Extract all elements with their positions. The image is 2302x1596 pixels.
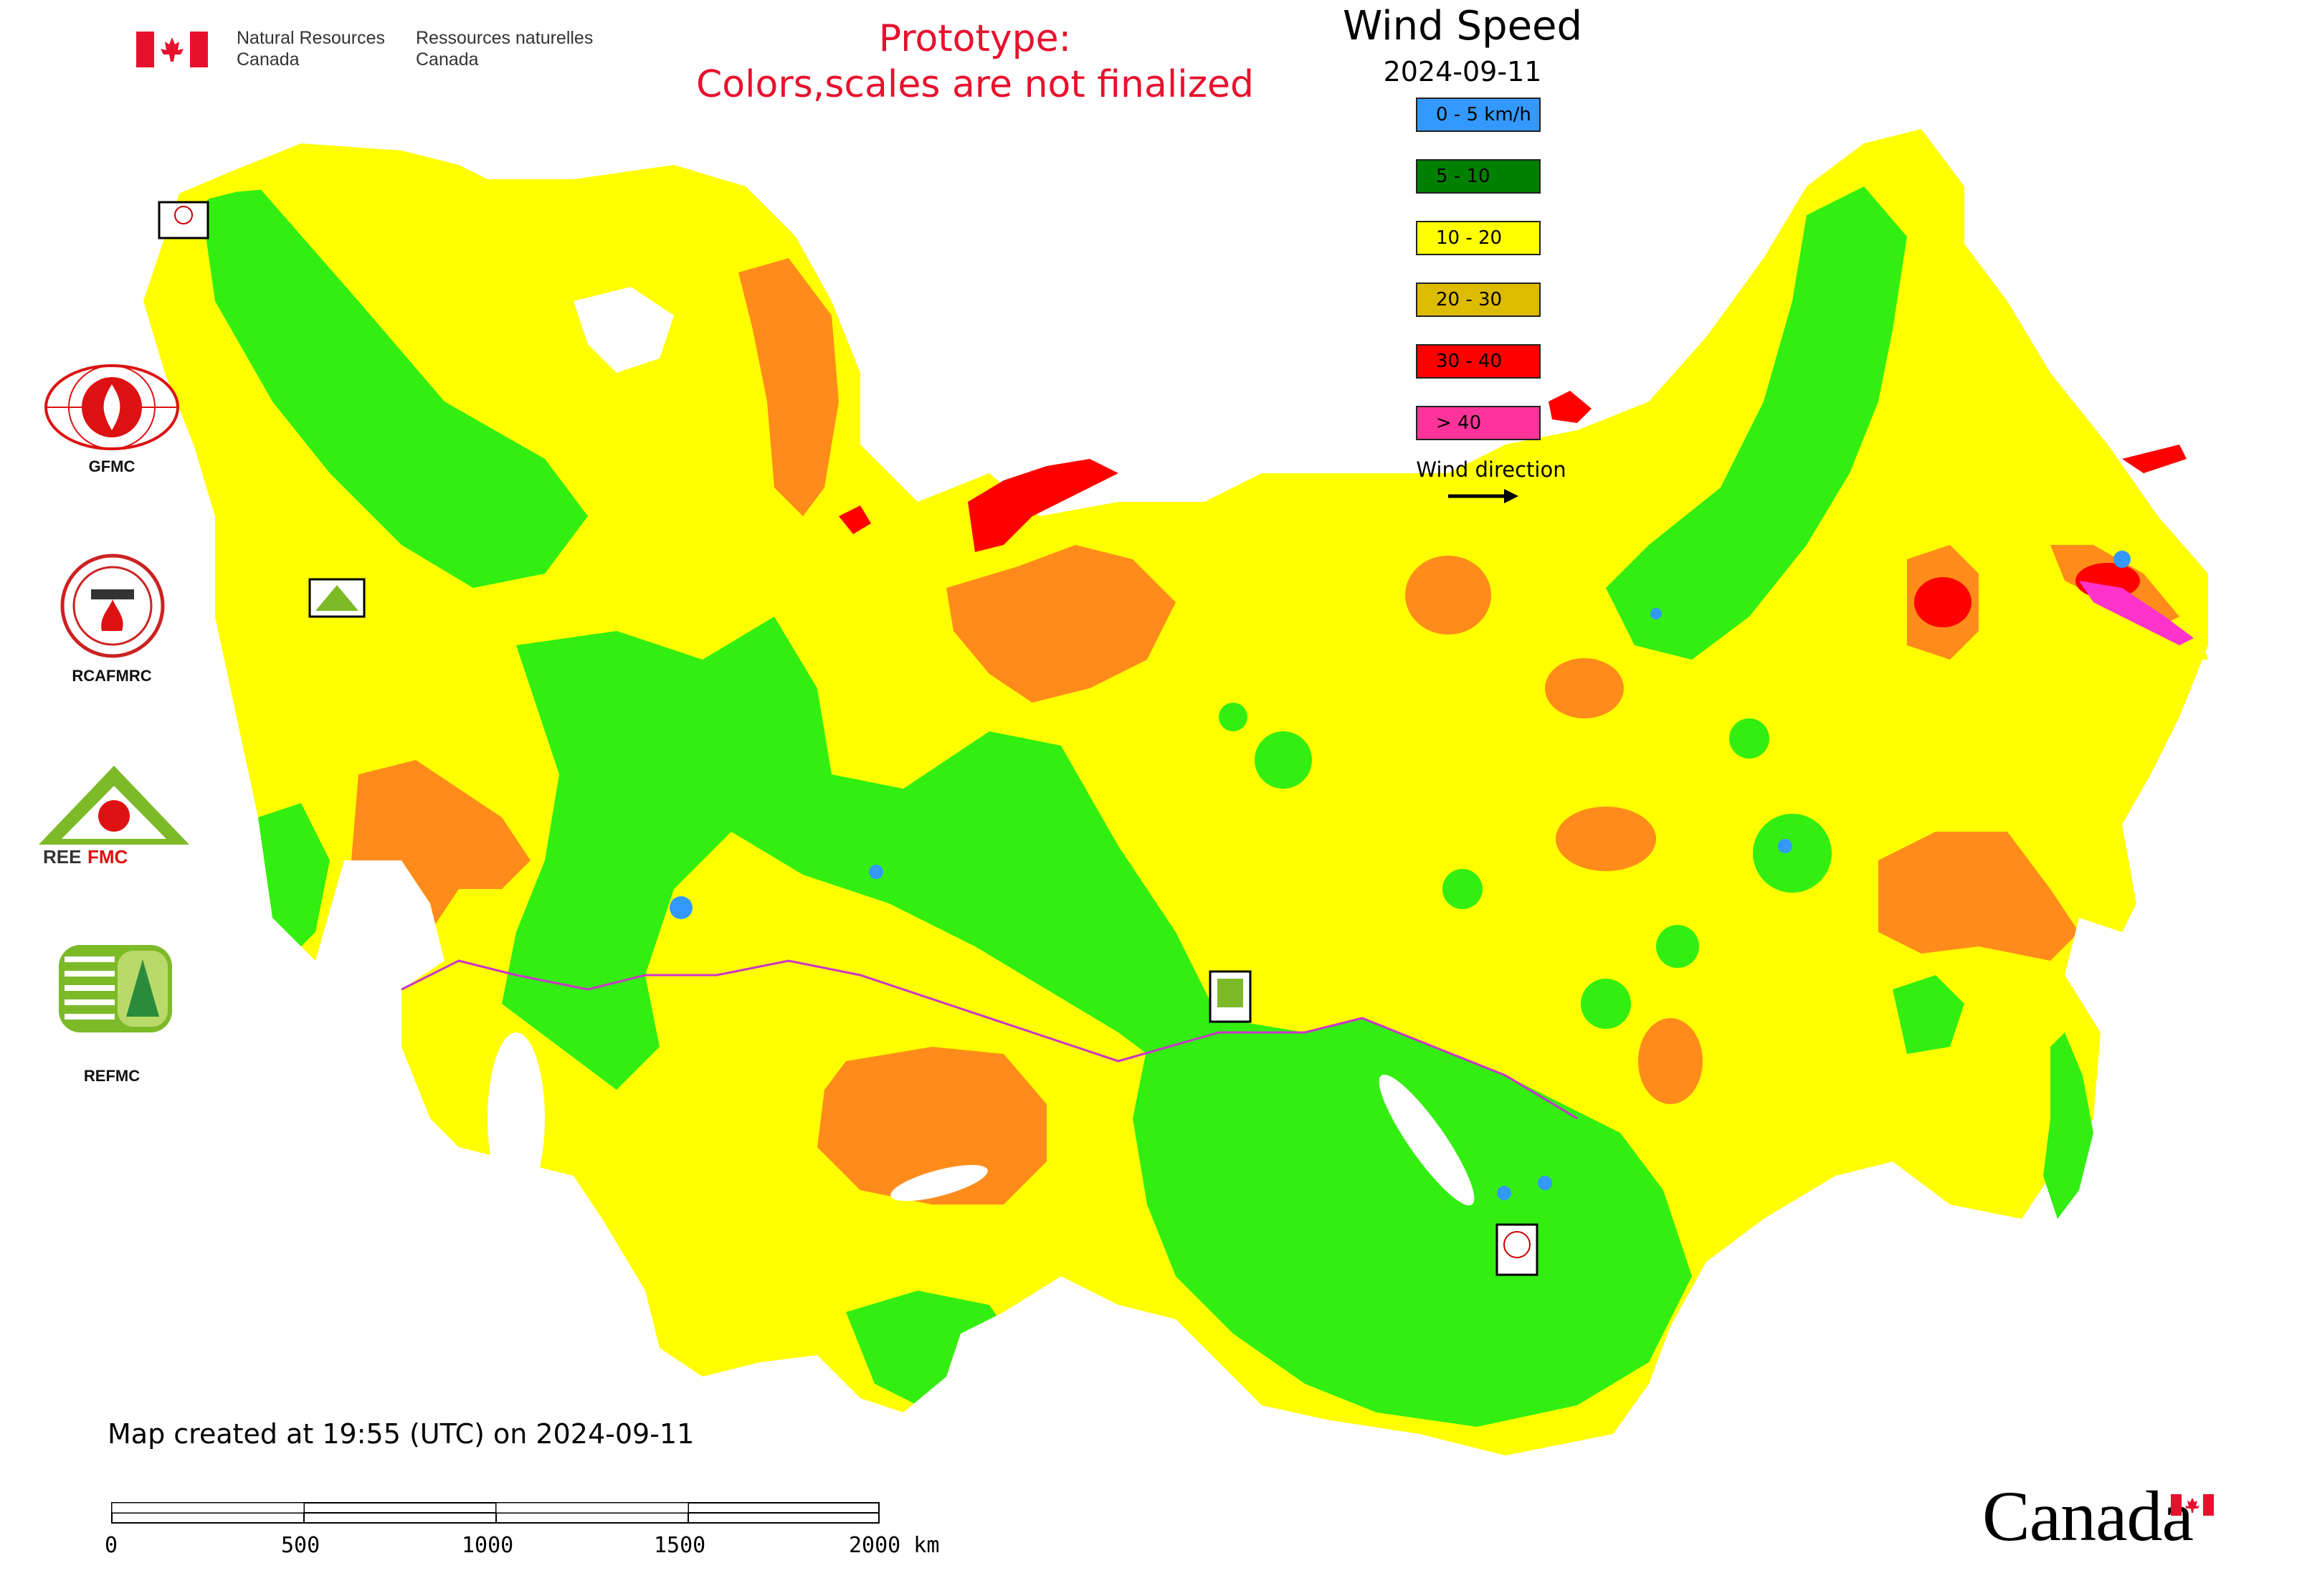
scale-tick-label: 0 bbox=[105, 1533, 118, 1558]
legend-item: 10 - 20 bbox=[1416, 221, 1541, 255]
zone-moderate-kola bbox=[738, 258, 839, 516]
wind-direction-label: Wind direction bbox=[1416, 457, 1566, 482]
lowest-spot bbox=[1650, 608, 1662, 619]
lake-baikal bbox=[1379, 1074, 1475, 1206]
canada-wordmark-flag-icon bbox=[2171, 1494, 2214, 1516]
scale-tick-label: 1500 bbox=[654, 1533, 706, 1558]
gfmc-logo-icon bbox=[40, 364, 184, 457]
calm-blob bbox=[1219, 703, 1247, 731]
legend-date: 2024-09-11 bbox=[1383, 56, 1542, 87]
zone-calm-west-coast bbox=[258, 803, 330, 961]
nrcan-name-en: Natural Resources Canada bbox=[237, 28, 386, 70]
scale-tick-label: 500 bbox=[281, 1533, 320, 1558]
calm-blob bbox=[1581, 979, 1631, 1029]
zone-moderate-far-east bbox=[1878, 832, 2079, 961]
legend-item: 0 - 5 km/h bbox=[1416, 98, 1541, 132]
island-red-1 bbox=[839, 505, 871, 534]
island-red-2 bbox=[1549, 391, 1592, 423]
map-created-timestamp: Map created at 19:55 (UTC) on 2024-09-11 bbox=[108, 1418, 695, 1450]
rcafmrc-station-marker-icon bbox=[1495, 1223, 1538, 1276]
island-red-3 bbox=[2122, 445, 2187, 473]
zone-calm-far-east bbox=[1893, 975, 1964, 1054]
calm-blob bbox=[1753, 814, 1832, 893]
lowest-spot bbox=[869, 865, 883, 879]
rcafmrc-logo-icon bbox=[59, 552, 166, 660]
refmc-logo-icon bbox=[59, 945, 172, 1032]
calm-blob bbox=[1255, 731, 1312, 789]
lowest-spot bbox=[1538, 1176, 1552, 1190]
svg-text:FMC: FMC bbox=[87, 846, 128, 868]
kola-land bbox=[430, 179, 803, 373]
zone-moderate-taimyr bbox=[1405, 556, 1491, 635]
zone-moderate-kazakh bbox=[817, 1047, 1047, 1205]
land-mass bbox=[143, 129, 2208, 1455]
svg-text:REE: REE bbox=[43, 846, 81, 868]
gfmc-station-marker-icon bbox=[158, 201, 209, 239]
lowest-spot bbox=[2113, 551, 2131, 568]
zone-calm-central bbox=[502, 617, 1219, 1090]
reefmc-station-marker-icon bbox=[308, 578, 366, 618]
zone-moderate-center bbox=[1556, 807, 1656, 871]
calm-blob bbox=[1256, 1127, 1325, 1196]
reefmc-logo-icon: REE FMC bbox=[37, 764, 191, 868]
zone-strong-okhotsk bbox=[1914, 577, 1972, 627]
zone-calm-west bbox=[201, 186, 588, 588]
zone-moderate-south bbox=[1638, 1018, 1703, 1104]
lowest-spot bbox=[1497, 1186, 1511, 1200]
zone-calm-east bbox=[1606, 186, 1907, 660]
scale-bar bbox=[111, 1502, 880, 1524]
legend-title: Wind Speed bbox=[1342, 3, 1583, 49]
calm-blob bbox=[1442, 869, 1483, 909]
zone-moderate-yakutia bbox=[1545, 658, 1624, 718]
legend-item: 5 - 10 bbox=[1416, 159, 1541, 194]
refmc-label: REFMC bbox=[83, 1067, 141, 1085]
calm-blob bbox=[1656, 925, 1699, 968]
sakhalin-land bbox=[2043, 1032, 2093, 1219]
wind-direction-arrow-icon bbox=[1448, 489, 1518, 503]
lowest-spot bbox=[670, 896, 693, 919]
lowest-spot bbox=[1778, 839, 1792, 853]
zone-very-strong-kamchatka bbox=[2079, 581, 2194, 645]
zone-moderate-arctic bbox=[946, 545, 1176, 703]
country-border bbox=[587, 959, 1578, 1120]
legend-item: > 40 bbox=[1416, 406, 1541, 440]
legend-item: 30 - 40 bbox=[1416, 344, 1541, 379]
canada-flag-icon bbox=[136, 32, 208, 67]
novaya-zemlya bbox=[968, 459, 1118, 552]
white-sea bbox=[574, 287, 674, 373]
legend-item: 20 - 30 bbox=[1416, 282, 1541, 317]
lake-balkhash bbox=[890, 1164, 988, 1202]
scale-tick-label: 2000 km bbox=[849, 1533, 940, 1558]
zone-calm-south bbox=[1133, 1018, 1692, 1427]
nrcan-name-fr: Ressources naturelles Canada bbox=[416, 28, 594, 70]
gfmc-label: GFMC bbox=[88, 457, 135, 475]
caspian-sea bbox=[487, 1032, 545, 1205]
canada-wordmark: Canada bbox=[1982, 1476, 2194, 1556]
scale-tick-label: 1000 bbox=[462, 1533, 514, 1558]
refmc-station-marker-icon bbox=[1209, 970, 1252, 1023]
rcafmrc-label: RCAFMRC bbox=[72, 667, 152, 685]
calm-blob bbox=[1729, 718, 1769, 759]
country-border bbox=[401, 959, 589, 991]
prototype-notice: Prototype: Colors,scales are not finaliz… bbox=[695, 17, 1255, 106]
